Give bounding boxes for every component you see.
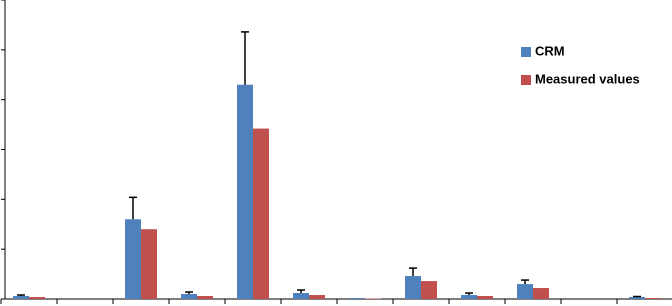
bar (405, 276, 421, 299)
error-bar (17, 294, 25, 297)
bar (29, 297, 45, 299)
error-bar (241, 31, 249, 85)
bar (141, 229, 157, 299)
error-bar (409, 267, 417, 277)
bar (645, 298, 661, 299)
legend-label: Measured values (535, 71, 640, 86)
bar (125, 219, 141, 299)
error-bar (297, 289, 305, 294)
bar (181, 294, 197, 299)
error-bar (185, 291, 193, 295)
bar (349, 298, 365, 299)
legend-label: CRM (535, 43, 565, 58)
bar (253, 128, 269, 299)
error-bar (465, 292, 473, 296)
bar (309, 295, 325, 299)
legend-swatch (521, 47, 531, 57)
bar (517, 284, 533, 299)
legend-swatch (521, 75, 531, 85)
bar (293, 293, 309, 299)
bar (237, 84, 253, 299)
bar (421, 281, 437, 299)
bar (461, 295, 477, 299)
bar (533, 288, 549, 299)
bar (13, 296, 29, 299)
error-bar (521, 279, 529, 285)
bar (629, 297, 645, 299)
error-bar (129, 196, 137, 220)
bar (477, 296, 493, 299)
bar (197, 296, 213, 299)
